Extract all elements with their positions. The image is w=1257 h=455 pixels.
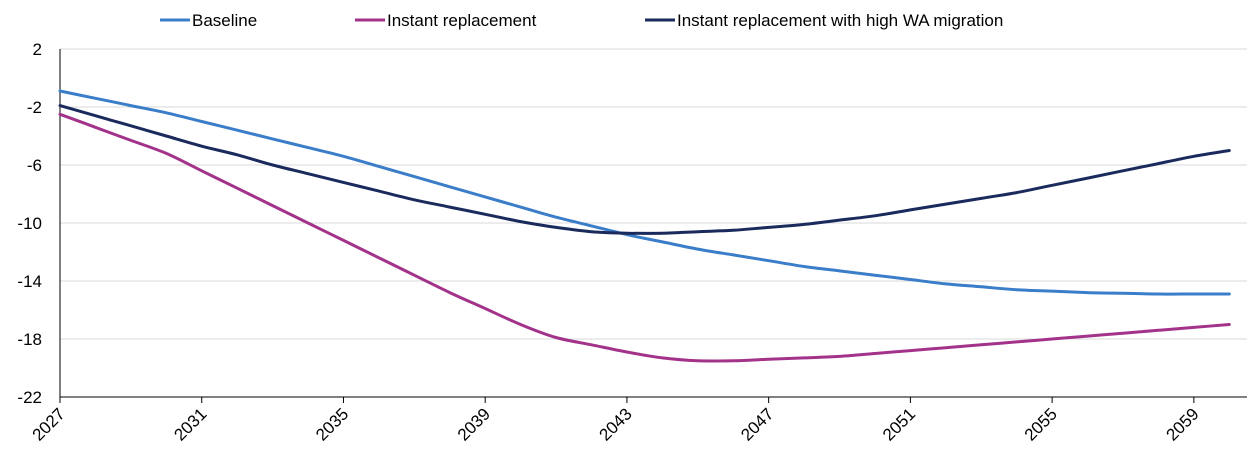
y-axis-ticks: 2 -2 -6 -10 -14 -18 -22 bbox=[17, 40, 42, 407]
series-line-instant-replacement-high-wa-migration bbox=[58, 104, 1231, 235]
y-tick-label: -6 bbox=[27, 156, 42, 175]
x-tick-label: 2027 bbox=[29, 404, 69, 444]
x-tick-label: 2035 bbox=[312, 404, 352, 444]
legend-label-baseline: Baseline bbox=[192, 11, 257, 30]
x-tick-label: 2051 bbox=[879, 404, 919, 444]
x-tick-label: 2055 bbox=[1021, 404, 1061, 444]
y-tick-label: -2 bbox=[27, 98, 42, 117]
gridlines bbox=[60, 48, 1247, 340]
legend-label-instant-replacement: Instant replacement bbox=[387, 11, 537, 30]
x-tick-label: 2047 bbox=[737, 404, 777, 444]
x-tick-label: 2031 bbox=[170, 404, 210, 444]
y-tick-label: -22 bbox=[17, 388, 42, 407]
x-tick-label: 2043 bbox=[596, 404, 636, 444]
y-tick-label: -10 bbox=[17, 214, 42, 233]
legend-label-instant-replacement-high-wa-migration: Instant replacement with high WA migrati… bbox=[677, 11, 1003, 30]
x-tick-label: 2059 bbox=[1162, 404, 1202, 444]
legend: Baseline Instant replacement Instant repla… bbox=[160, 11, 1003, 30]
x-tick-label: 2039 bbox=[454, 404, 494, 444]
x-axis-ticks: 2027 2031 2035 2039 2043 2047 2051 2055 2059 bbox=[29, 397, 1203, 445]
y-tick-label: 2 bbox=[33, 40, 42, 59]
series-line-baseline bbox=[58, 89, 1231, 296]
y-tick-label: -14 bbox=[17, 272, 42, 291]
series-lines bbox=[58, 89, 1231, 363]
y-tick-label: -18 bbox=[17, 330, 42, 349]
series-line-instant-replacement bbox=[58, 112, 1231, 363]
